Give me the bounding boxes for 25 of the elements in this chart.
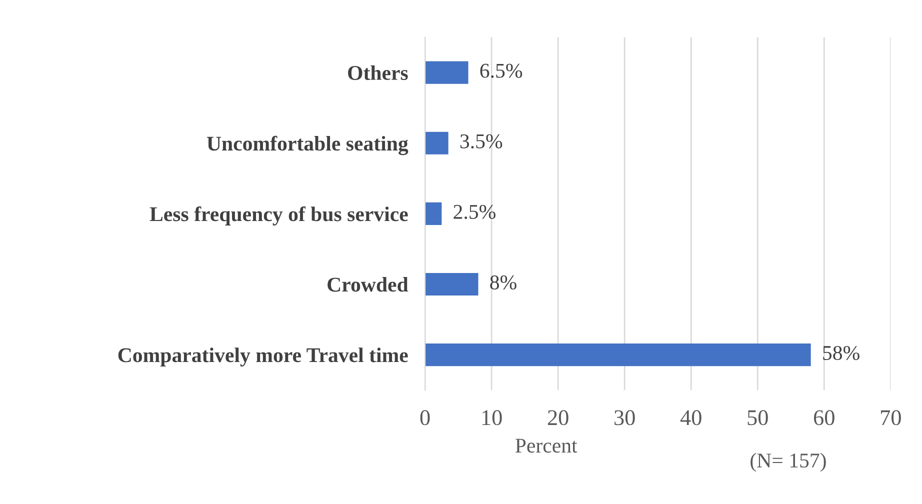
text: (N= 157): [750, 452, 826, 472]
x-tick-label: 60: [814, 410, 834, 426]
x-tick-label: 50: [748, 410, 768, 426]
bar: [425, 344, 811, 366]
x-tick-label: 20: [548, 410, 568, 426]
bar: [425, 272, 478, 296]
data-label: 3.5%: [460, 134, 502, 148]
data-label: 8%: [490, 275, 516, 290]
y-tick-label: Others: [348, 65, 408, 80]
y-tick-label: Less frequency of bus service: [150, 206, 408, 226]
x-tick-label: 10: [482, 410, 502, 426]
bar: [425, 132, 448, 154]
x-tick-label: 70: [881, 410, 901, 426]
data-label: 58%: [823, 346, 860, 360]
bar: [425, 202, 442, 225]
data-label: 2.5%: [454, 204, 496, 219]
y-tick-label: Crowded: [328, 277, 408, 292]
y-tick-label: Comparatively more Travel time: [118, 348, 408, 367]
y-tick-label: Uncomfortable seating: [206, 136, 408, 156]
x-tick-label: 0: [420, 410, 430, 426]
bar: [425, 61, 468, 84]
x-tick-label: 40: [680, 410, 702, 426]
x-axis-title: Percent: [515, 438, 578, 453]
x-tick-label: 30: [614, 410, 635, 426]
data-label: 6.5%: [480, 64, 522, 78]
